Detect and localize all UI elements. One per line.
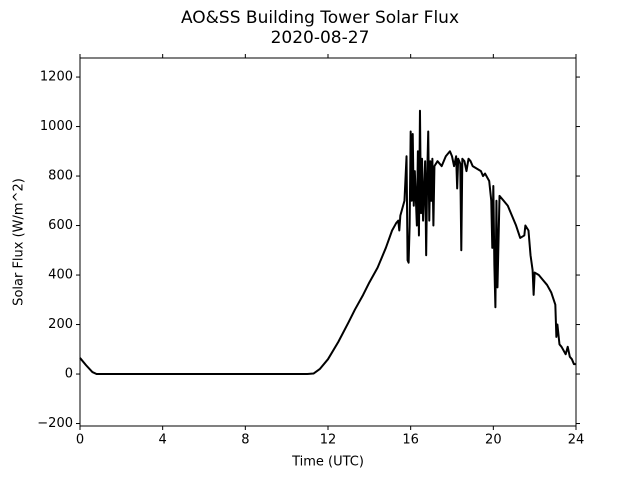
y-tick-label: 1200 [40, 70, 73, 85]
y-axis-label: Solar Flux (W/m^2) [12, 178, 27, 306]
y-tick-label: 200 [48, 317, 73, 332]
y-tick-label: −200 [37, 416, 73, 431]
x-tick-label: 20 [485, 433, 502, 448]
y-tick-label: 1000 [40, 119, 73, 134]
y-tick-label: 0 [65, 367, 73, 382]
x-tick-label: 0 [76, 433, 84, 448]
chart-title: AO&SS Building Tower Solar Flux [181, 8, 459, 28]
x-axis-label: Time (UTC) [291, 455, 364, 470]
x-tick-label: 8 [241, 433, 249, 448]
data-line [79, 109, 576, 376]
x-tick-label: 12 [320, 433, 337, 448]
x-tick-label: 16 [402, 433, 419, 448]
x-tick-label: 24 [568, 433, 585, 448]
y-tick-label: 400 [48, 268, 73, 283]
plot-frame [79, 57, 577, 427]
x-tick-label: 4 [159, 433, 167, 448]
y-tick-label: 800 [48, 169, 73, 184]
y-tick-label: 600 [48, 218, 73, 233]
chart-subtitle: 2020-08-27 [271, 28, 370, 48]
